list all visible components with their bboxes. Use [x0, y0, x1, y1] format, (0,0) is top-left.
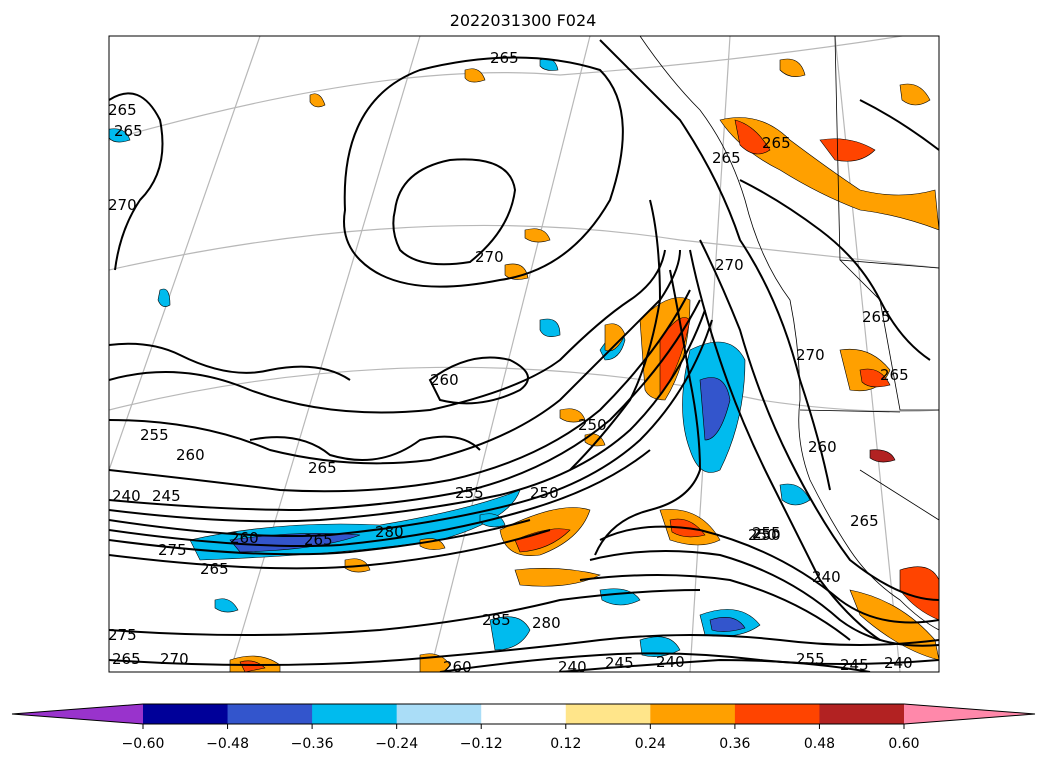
colorbar-bin [481, 704, 567, 724]
contour-label: 250 [748, 526, 777, 544]
filled-field [109, 58, 939, 672]
contour-label: 280 [532, 614, 561, 632]
colorbar-tick-label: 0.12 [550, 736, 581, 752]
colorbar-bin [227, 704, 313, 724]
contour-label: 260 [176, 446, 205, 464]
contour-label: 270 [715, 256, 744, 274]
contour-label: 250 [752, 526, 781, 544]
colorbar-tick-label: 0.24 [635, 736, 666, 752]
map-frame [108, 35, 940, 673]
colorbar-tick-label: −0.12 [460, 736, 503, 752]
contour-label: 260 [808, 438, 837, 456]
contour-label: 265 [114, 122, 143, 140]
contour-label: 260 [430, 371, 459, 389]
contour-label: 265 [200, 560, 229, 578]
colorbar-bin [650, 704, 736, 724]
contour-label: 265 [762, 134, 791, 152]
colorbar-bin [819, 704, 905, 724]
colorbar-tick-label: 0.60 [888, 736, 919, 752]
contour-label: 270 [475, 248, 504, 266]
colorbar-tick-label: −0.36 [291, 736, 334, 752]
contour-label: 240 [558, 658, 587, 676]
contour-label: 265 [880, 366, 909, 384]
colorbar-tick-label: 0.36 [719, 736, 750, 752]
contour-lines [109, 39, 939, 672]
colorbar-bin [396, 704, 482, 724]
contour-label: 265 [108, 101, 137, 119]
contour-label: 265 [490, 49, 519, 67]
map-title: 2022031300 F024 [450, 11, 597, 30]
contour-label: 270 [160, 650, 189, 668]
colorbar-bin [734, 704, 820, 724]
contour-label: 260 [443, 658, 472, 676]
contour-label: 270 [108, 196, 137, 214]
contour-label: 275 [108, 626, 137, 644]
contour-labels: 265 265 265 270 270 270 265 260 255 260 … [108, 49, 913, 676]
contour-label: 260 [230, 529, 259, 547]
contour-label: 245 [152, 487, 181, 505]
contour-label: 265 [862, 308, 891, 326]
contour-label: 275 [158, 541, 187, 559]
contour-label: 265 [850, 512, 879, 530]
contour-label: 255 [752, 524, 781, 542]
contour-label: 265 [112, 650, 141, 668]
colorbar-extend-min [12, 704, 143, 724]
map-panel: 265 265 265 270 270 270 265 260 255 260 … [108, 36, 939, 676]
colorbar: −0.60 −0.48 −0.36 −0.24 −0.12 0.12 0.24 0.36 0.4… [11, 703, 1036, 752]
contour-label: 250 [578, 416, 607, 434]
colorbar-bin [565, 704, 651, 724]
contour-label: 255 [140, 426, 169, 444]
contour-label: 255 [455, 484, 484, 502]
coastlines [639, 36, 939, 631]
colorbar-tick-label: 0.48 [804, 736, 835, 752]
colorbar-bin [312, 704, 398, 724]
contour-label: 265 [304, 531, 333, 549]
contour-label: 280 [375, 523, 404, 541]
contour-label: 240 [884, 654, 913, 672]
contour-label: 240 [812, 568, 841, 586]
colorbar-extend-max [904, 704, 1035, 724]
colorbar-tick-label: −0.60 [122, 736, 165, 752]
contour-label: 240 [112, 487, 141, 505]
colorbar-tick-label: −0.24 [375, 736, 418, 752]
contour-label: 240 [656, 653, 685, 671]
colorbar-bin [143, 704, 229, 724]
contour-label: 265 [712, 149, 741, 167]
contour-label: 285 [482, 611, 511, 629]
contour-label: 255 [796, 650, 825, 668]
contour-label: 245 [605, 654, 634, 672]
contour-label: 265 [308, 459, 337, 477]
contour-label: 270 [796, 346, 825, 364]
colorbar-tick-label: −0.48 [206, 736, 249, 752]
contour-label: 245 [840, 656, 869, 674]
contour-label: 250 [530, 484, 559, 502]
